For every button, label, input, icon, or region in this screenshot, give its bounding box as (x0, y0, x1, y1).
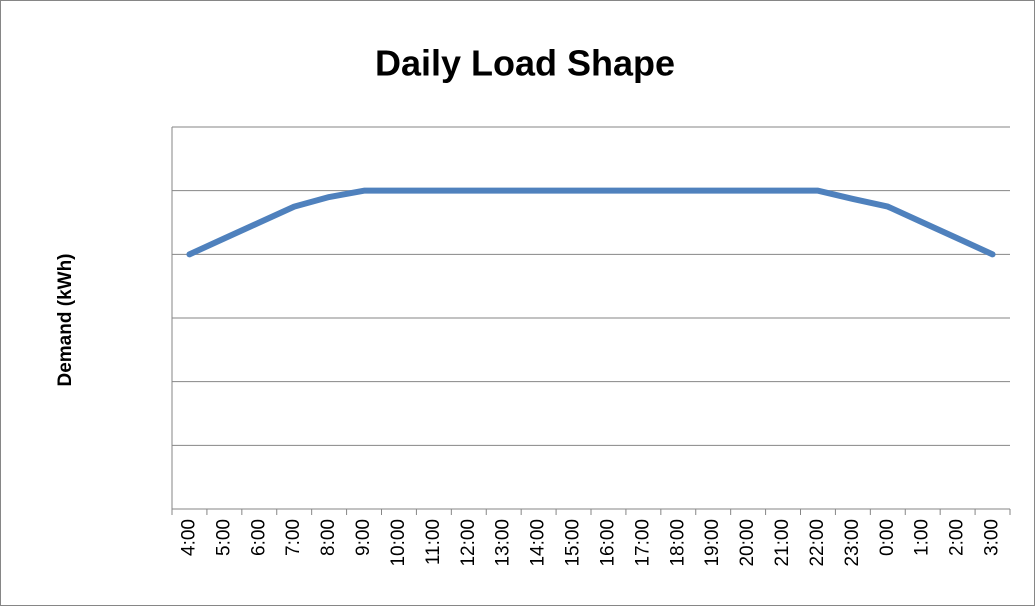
x-tick-label: 4:00 (178, 519, 199, 556)
x-tick-label: 7:00 (283, 519, 304, 556)
x-tick-label: 6:00 (248, 519, 269, 556)
x-tick-label: 12:00 (458, 519, 479, 567)
x-tick-label: 18:00 (667, 519, 688, 567)
x-tick-label: 1:00 (912, 519, 933, 556)
x-tick-label: 19:00 (702, 519, 723, 567)
x-tick-label: 21:00 (772, 519, 793, 567)
x-tick-label: 8:00 (318, 519, 339, 556)
x-tick-label: 2:00 (947, 519, 968, 556)
x-tick-label: 0:00 (877, 519, 898, 556)
x-tick-label: 20:00 (737, 519, 758, 567)
x-tick-label: 14:00 (528, 519, 549, 567)
x-tick-label: 22:00 (807, 519, 828, 567)
x-tick-label: 3:00 (982, 519, 1003, 556)
x-tick-label: 11:00 (423, 519, 444, 565)
x-tick-label: 10:00 (388, 519, 409, 567)
x-tick-label: 13:00 (493, 519, 514, 567)
x-tick-label: 23:00 (842, 519, 863, 567)
x-tick-label: 15:00 (563, 519, 584, 567)
x-tick-label: 5:00 (213, 519, 234, 556)
y-axis-label: Demand (kWh) (55, 254, 76, 387)
x-tick-label: 9:00 (353, 519, 374, 556)
x-tick-label: 16:00 (597, 519, 618, 567)
data-line (186, 187, 996, 258)
chart-title: Daily Load Shape (375, 43, 675, 84)
x-tick-label: 17:00 (632, 519, 653, 567)
